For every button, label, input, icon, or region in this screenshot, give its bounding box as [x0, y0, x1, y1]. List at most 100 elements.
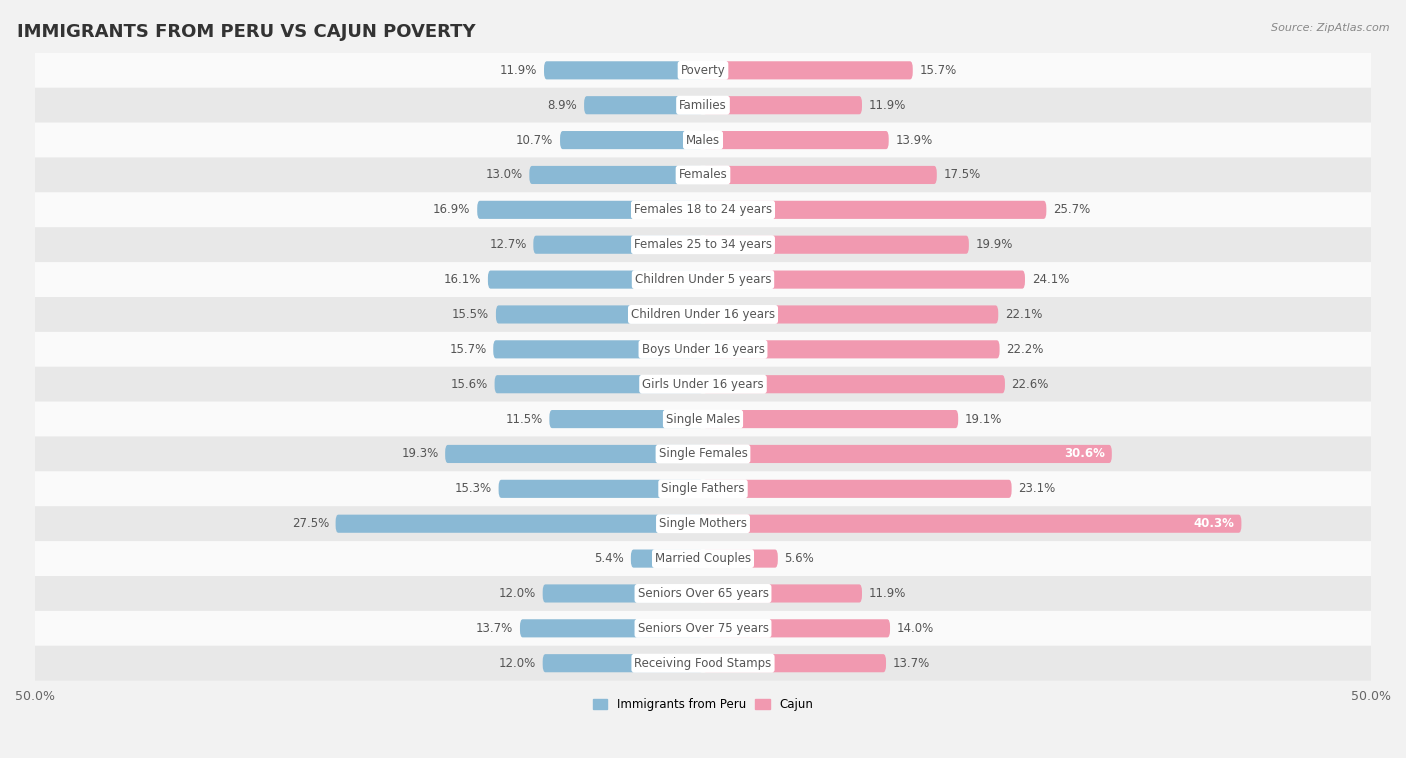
FancyBboxPatch shape — [703, 96, 862, 114]
Text: IMMIGRANTS FROM PERU VS CAJUN POVERTY: IMMIGRANTS FROM PERU VS CAJUN POVERTY — [17, 23, 475, 41]
Text: Source: ZipAtlas.com: Source: ZipAtlas.com — [1271, 23, 1389, 33]
FancyBboxPatch shape — [543, 654, 703, 672]
Text: Females 18 to 24 years: Females 18 to 24 years — [634, 203, 772, 216]
FancyBboxPatch shape — [35, 506, 1371, 541]
Text: Children Under 5 years: Children Under 5 years — [634, 273, 772, 286]
Text: 24.1%: 24.1% — [1032, 273, 1069, 286]
FancyBboxPatch shape — [703, 271, 1025, 289]
FancyBboxPatch shape — [520, 619, 703, 637]
Text: Single Fathers: Single Fathers — [661, 482, 745, 495]
FancyBboxPatch shape — [703, 654, 886, 672]
Text: 16.9%: 16.9% — [433, 203, 471, 216]
FancyBboxPatch shape — [703, 480, 1011, 498]
Text: 12.0%: 12.0% — [499, 587, 536, 600]
Text: Females 25 to 34 years: Females 25 to 34 years — [634, 238, 772, 251]
FancyBboxPatch shape — [529, 166, 703, 184]
Text: 13.9%: 13.9% — [896, 133, 932, 146]
Text: 11.9%: 11.9% — [869, 587, 905, 600]
Text: 22.6%: 22.6% — [1011, 377, 1049, 390]
Text: 12.7%: 12.7% — [489, 238, 527, 251]
FancyBboxPatch shape — [35, 53, 1371, 88]
FancyBboxPatch shape — [499, 480, 703, 498]
Text: 15.3%: 15.3% — [454, 482, 492, 495]
Text: Single Females: Single Females — [658, 447, 748, 460]
FancyBboxPatch shape — [336, 515, 703, 533]
Text: 13.7%: 13.7% — [477, 622, 513, 635]
FancyBboxPatch shape — [494, 340, 703, 359]
Text: 12.0%: 12.0% — [499, 656, 536, 670]
FancyBboxPatch shape — [35, 611, 1371, 646]
Text: Married Couples: Married Couples — [655, 552, 751, 565]
FancyBboxPatch shape — [703, 515, 1241, 533]
FancyBboxPatch shape — [35, 471, 1371, 506]
FancyBboxPatch shape — [35, 158, 1371, 193]
Text: 19.3%: 19.3% — [401, 447, 439, 460]
Text: 22.2%: 22.2% — [1007, 343, 1043, 356]
FancyBboxPatch shape — [544, 61, 703, 80]
Text: 13.7%: 13.7% — [893, 656, 929, 670]
Text: 14.0%: 14.0% — [897, 622, 934, 635]
FancyBboxPatch shape — [533, 236, 703, 254]
Text: Seniors Over 65 years: Seniors Over 65 years — [637, 587, 769, 600]
Text: 27.5%: 27.5% — [291, 517, 329, 530]
FancyBboxPatch shape — [703, 584, 862, 603]
FancyBboxPatch shape — [703, 201, 1046, 219]
Text: 10.7%: 10.7% — [516, 133, 554, 146]
FancyBboxPatch shape — [35, 646, 1371, 681]
FancyBboxPatch shape — [543, 584, 703, 603]
FancyBboxPatch shape — [583, 96, 703, 114]
FancyBboxPatch shape — [703, 166, 936, 184]
FancyBboxPatch shape — [496, 305, 703, 324]
Text: 15.6%: 15.6% — [451, 377, 488, 390]
Text: 40.3%: 40.3% — [1194, 517, 1234, 530]
Text: 19.1%: 19.1% — [965, 412, 1002, 425]
Text: 30.6%: 30.6% — [1064, 447, 1105, 460]
Text: Males: Males — [686, 133, 720, 146]
Text: 13.0%: 13.0% — [485, 168, 523, 181]
Text: 17.5%: 17.5% — [943, 168, 981, 181]
Text: Children Under 16 years: Children Under 16 years — [631, 308, 775, 321]
FancyBboxPatch shape — [703, 410, 957, 428]
FancyBboxPatch shape — [477, 201, 703, 219]
FancyBboxPatch shape — [703, 131, 889, 149]
FancyBboxPatch shape — [550, 410, 703, 428]
FancyBboxPatch shape — [703, 340, 1000, 359]
FancyBboxPatch shape — [703, 550, 778, 568]
FancyBboxPatch shape — [703, 236, 969, 254]
Text: 11.5%: 11.5% — [505, 412, 543, 425]
Text: 5.6%: 5.6% — [785, 552, 814, 565]
FancyBboxPatch shape — [35, 402, 1371, 437]
Text: 16.1%: 16.1% — [444, 273, 481, 286]
Text: 11.9%: 11.9% — [869, 99, 905, 111]
FancyBboxPatch shape — [35, 123, 1371, 158]
Text: Females: Females — [679, 168, 727, 181]
Text: 25.7%: 25.7% — [1053, 203, 1090, 216]
FancyBboxPatch shape — [703, 619, 890, 637]
Legend: Immigrants from Peru, Cajun: Immigrants from Peru, Cajun — [588, 693, 818, 716]
FancyBboxPatch shape — [35, 437, 1371, 471]
FancyBboxPatch shape — [35, 332, 1371, 367]
Text: 5.4%: 5.4% — [595, 552, 624, 565]
FancyBboxPatch shape — [488, 271, 703, 289]
FancyBboxPatch shape — [35, 541, 1371, 576]
Text: 15.7%: 15.7% — [920, 64, 956, 77]
Text: Single Mothers: Single Mothers — [659, 517, 747, 530]
Text: 15.7%: 15.7% — [450, 343, 486, 356]
FancyBboxPatch shape — [703, 61, 912, 80]
FancyBboxPatch shape — [703, 445, 1112, 463]
FancyBboxPatch shape — [35, 297, 1371, 332]
FancyBboxPatch shape — [35, 576, 1371, 611]
FancyBboxPatch shape — [703, 375, 1005, 393]
FancyBboxPatch shape — [495, 375, 703, 393]
FancyBboxPatch shape — [35, 193, 1371, 227]
Text: 19.9%: 19.9% — [976, 238, 1012, 251]
Text: Receiving Food Stamps: Receiving Food Stamps — [634, 656, 772, 670]
Text: 8.9%: 8.9% — [548, 99, 578, 111]
FancyBboxPatch shape — [703, 305, 998, 324]
Text: 22.1%: 22.1% — [1005, 308, 1042, 321]
FancyBboxPatch shape — [35, 367, 1371, 402]
FancyBboxPatch shape — [631, 550, 703, 568]
Text: 23.1%: 23.1% — [1018, 482, 1056, 495]
Text: Poverty: Poverty — [681, 64, 725, 77]
Text: 11.9%: 11.9% — [501, 64, 537, 77]
